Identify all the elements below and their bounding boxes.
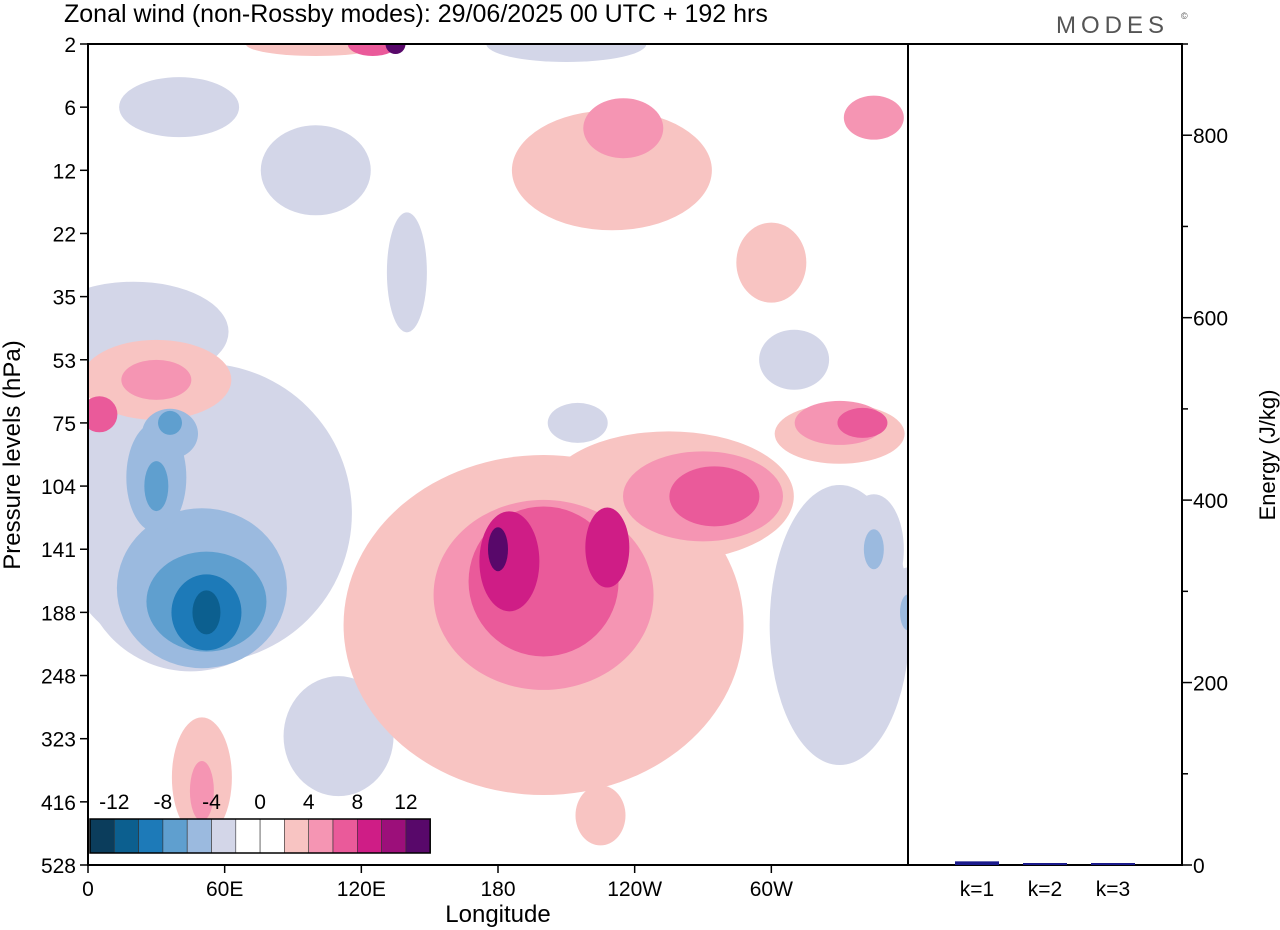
y-tick-label: 6 [64,97,76,120]
colorbar-swatch [356,818,382,854]
colorbar-swatch [162,818,188,854]
positive-contour [837,407,888,438]
positive-contour [669,466,760,527]
negative-contour [386,212,427,333]
negative-contour [888,567,908,658]
x-tick-label: 60W [750,878,793,901]
logo-mark: © [1181,11,1188,21]
y-tick-label: 53 [53,350,76,373]
negative-contour [531,44,602,54]
energy-tick-label: 200 [1193,673,1228,696]
negative-contour [260,125,371,216]
negative-contour [192,590,221,635]
energy-tick-label: 800 [1193,125,1228,148]
longitude-axis: 0 60E 120E 180 120W 60W [82,865,793,901]
y-tick-label: 248 [41,666,76,689]
colorbar-swatch [235,818,261,854]
positive-contour [479,511,540,612]
negative-contour [863,529,884,570]
y-tick-label: 75 [53,413,76,436]
y-tick-label: 528 [41,855,76,878]
y-tick-label: 416 [41,792,76,815]
energy-axis: 0 200 400 600 800 [1182,43,1228,878]
colorbar-label: 8 [351,791,363,814]
colorbar-swatch [259,818,285,854]
x-tick-label: 120W [607,878,662,901]
colorbar-label: 0 [254,791,266,814]
positive-contour [736,222,807,303]
chart-title: Zonal wind (non-Rossby modes): 29/06/202… [64,0,768,28]
energy-tick-label: 0 [1193,855,1205,878]
energy-tick-label: 400 [1193,490,1228,513]
colorbar-label: 12 [394,791,417,814]
y-axis-label: Pressure levels (hPa) [0,340,26,569]
pressure-axis: 2 6 12 22 35 53 75 104 141 188 248 323 416 528 [41,34,88,878]
colorbar-swatch [405,818,431,854]
colorbar-swatch [308,818,334,854]
negative-contour [119,77,240,138]
y-tick-label: 12 [53,160,76,183]
positive-contour [121,359,192,400]
energy-bars: k=1 k=2 k=3 [955,861,1135,901]
positive-contour [88,396,118,433]
negative-contour [144,461,169,512]
positive-contour [488,527,508,572]
positive-contour [189,760,214,821]
y-tick-label: 188 [41,602,76,625]
y-tick-label: 2 [64,34,76,57]
x-tick-label: 60E [206,878,243,901]
energy-bar-label: k=2 [1028,878,1062,901]
energy-bar [1091,863,1135,865]
positive-contour [575,785,626,846]
modes-logo: MODES [1056,12,1169,39]
colorbar-label: -8 [154,791,173,814]
y-tick-label: 141 [41,539,76,562]
y-tick-label: 35 [53,287,76,310]
positive-contour [385,44,406,54]
negative-contour [158,410,182,435]
negative-contour [547,402,608,443]
energy-bar [1023,863,1067,865]
contour-field [88,44,908,846]
colorbar-frame [89,818,431,854]
energy-bar-label: k=1 [960,878,994,901]
y-tick-label: 104 [41,476,76,499]
colorbar-label: -12 [99,791,129,814]
positive-contour [511,110,712,231]
positive-contour [347,44,398,56]
colorbar-swatch [332,818,358,854]
colorbar-swatch [186,818,212,854]
x-tick-label: 180 [480,878,515,901]
negative-contour [759,329,830,390]
colorbar-swatch [138,818,164,854]
positive-contour [585,507,630,588]
x-tick-label: 120E [337,878,386,901]
colorbar-swatch [284,818,309,854]
colorbar-swatch [114,818,139,854]
energy-bar [955,861,999,865]
x-axis-label: Longitude [445,901,550,928]
energy-axis-label: Energy (J/kg) [1255,390,1280,521]
colorbar-swatch [89,818,115,854]
colorbar-label: 4 [303,791,315,814]
colorbar: -12 -8 -4 0 4 8 12 [89,791,431,854]
positive-contour [843,95,904,140]
negative-contour [900,594,908,631]
y-tick-label: 22 [53,223,76,246]
colorbar-swatch [211,818,237,854]
energy-bar-label: k=3 [1096,878,1130,901]
energy-plot-frame [907,43,1183,866]
colorbar-swatch [381,818,407,854]
x-tick-label: 0 [82,878,94,901]
positive-contour [583,98,664,159]
colorbar-label: -4 [202,791,221,814]
energy-tick-label: 600 [1193,308,1228,331]
y-tick-label: 323 [41,729,76,752]
negative-contour [304,696,364,777]
